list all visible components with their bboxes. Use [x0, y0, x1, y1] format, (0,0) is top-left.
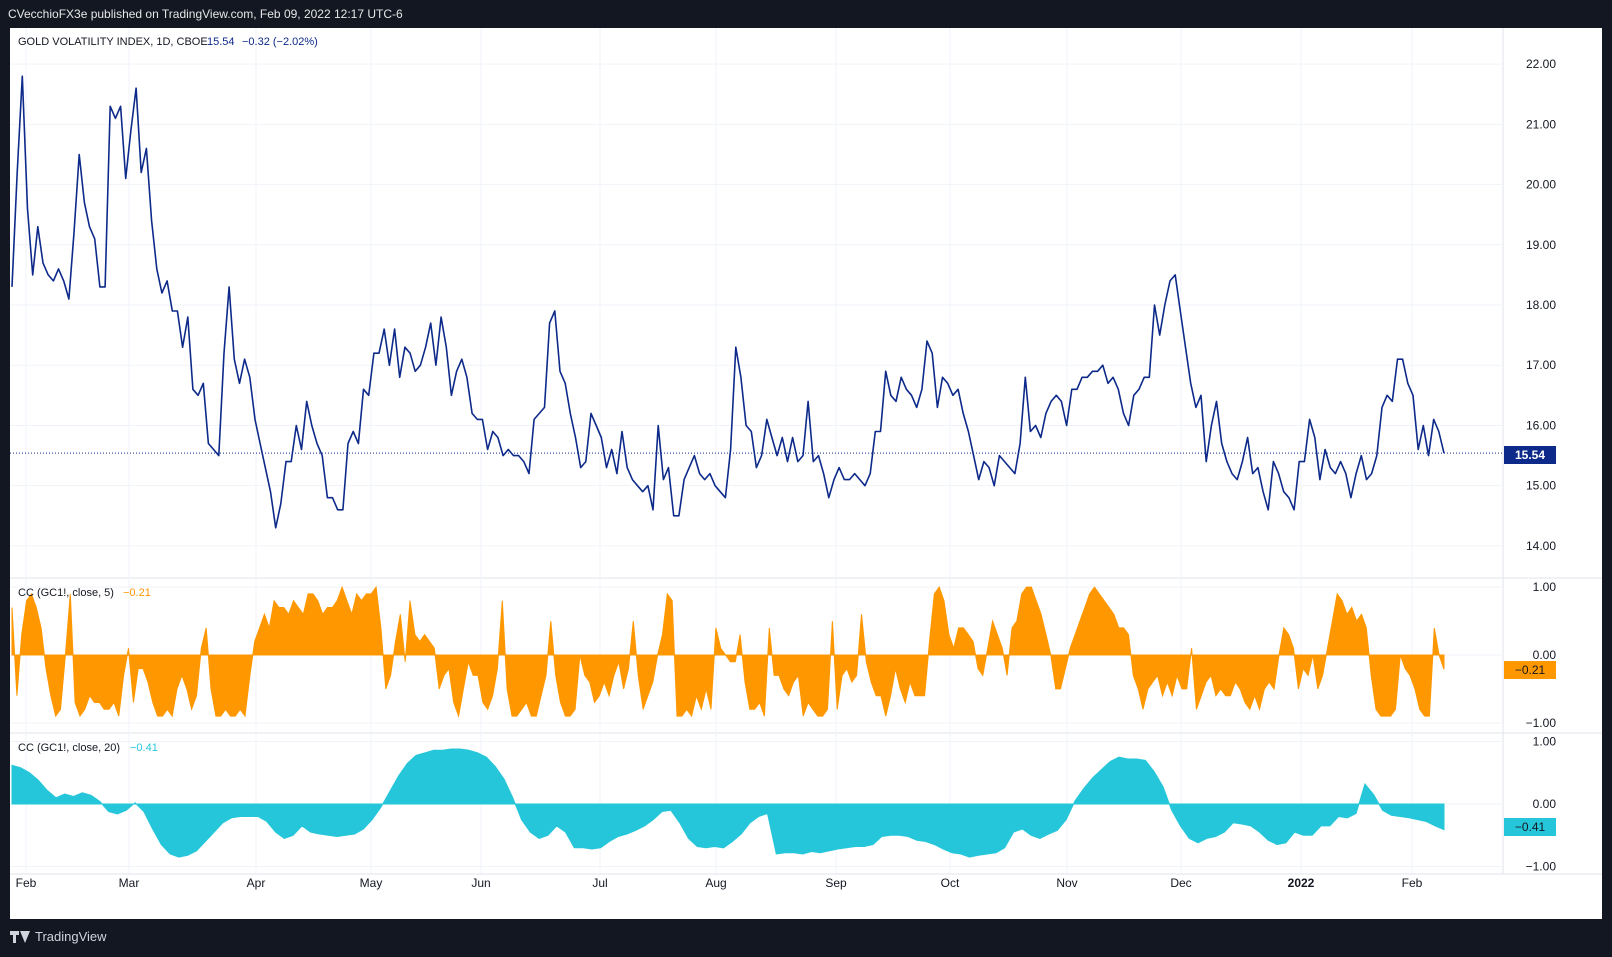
- price-axis[interactable]: 22.00 21.00 20.00 19.00 18.00 17.00 16.00 15.00…: [10, 28, 1602, 875]
- x-tick-label: Nov: [1056, 876, 1077, 890]
- x-tick-label: Mar: [119, 876, 140, 890]
- legend-cc5-last: −0.21: [123, 587, 151, 599]
- x-tick-label: Sep: [825, 876, 847, 890]
- x-tick-label: Oct: [941, 876, 960, 890]
- x-tick-label: Feb: [1402, 876, 1423, 890]
- x-tick-label: Jun: [471, 876, 490, 890]
- y-tick-label: 0.00: [1533, 797, 1557, 811]
- legend-main-last: 15.54: [207, 36, 235, 48]
- footer: TradingView: [0, 919, 1612, 957]
- y-tick-label: 1.00: [1533, 735, 1557, 749]
- cc20-area[interactable]: [11, 748, 1445, 858]
- y-tick-label: 21.00: [1526, 117, 1556, 131]
- y-tick-label: 14.00: [1526, 539, 1556, 553]
- y-tick-label: 16.00: [1526, 418, 1556, 432]
- cc5-last-label: −0.21: [1515, 663, 1546, 677]
- x-tick-label: 2022: [1288, 876, 1315, 890]
- x-tick-label: Dec: [1170, 876, 1191, 890]
- y-tick-label: 20.00: [1526, 178, 1556, 192]
- cc5-last-box: [1504, 661, 1556, 679]
- publish-header: CVecchioFX3e published on TradingView.co…: [0, 0, 1612, 28]
- tradingview-logo-icon: [10, 930, 30, 943]
- y-tick-label: 15.00: [1526, 479, 1556, 493]
- legend-main-change: −0.32 (−2.02%): [242, 36, 318, 48]
- legend-cc20-last: −0.41: [130, 742, 158, 754]
- x-tick-label: Aug: [705, 876, 726, 890]
- x-tick-label: Apr: [247, 876, 266, 890]
- y-tick-label: 22.00: [1526, 57, 1556, 71]
- y-tick-label: −1.00: [1526, 860, 1557, 874]
- y-tick-label: 0.00: [1533, 648, 1557, 662]
- y-tick-label: 1.00: [1533, 580, 1557, 594]
- legend-main-symbol: GOLD VOLATILITY INDEX, 1D, CBOE: [18, 36, 208, 48]
- time-axis[interactable]: Feb Mar Apr May Jun Jul Aug Sep Oct Nov Dec 2022 Feb: [16, 876, 1423, 890]
- y-tick-label: 17.00: [1526, 358, 1556, 372]
- tradingview-brand[interactable]: TradingView: [10, 929, 107, 944]
- last-value-labels: 15.54 −0.21 −0.41: [1504, 446, 1556, 836]
- brand-label: TradingView: [35, 929, 107, 944]
- x-tick-label: Feb: [16, 876, 37, 890]
- x-tick-label: Jul: [592, 876, 607, 890]
- pane-gold-volatility[interactable]: [10, 75, 1502, 529]
- y-tick-label: 18.00: [1526, 298, 1556, 312]
- last-price-label: 15.54: [1515, 448, 1545, 462]
- published-text: CVecchioFX3e published on TradingView.co…: [8, 7, 403, 21]
- grid: [10, 28, 1602, 874]
- cc20-last-box: [1504, 818, 1556, 836]
- y-tick-label: −1.00: [1526, 716, 1557, 730]
- cc5-area[interactable]: [11, 585, 1445, 719]
- last-price-box: [1504, 446, 1556, 464]
- cc20-last-label: −0.41: [1515, 820, 1546, 834]
- pane-cc-20[interactable]: [11, 748, 1445, 858]
- legends: GOLD VOLATILITY INDEX, 1D, CBOE 15.54 −0…: [18, 36, 318, 754]
- chart-frame[interactable]: 22.00 21.00 20.00 19.00 18.00 17.00 16.00 15.00…: [10, 28, 1602, 919]
- chart-canvas[interactable]: 22.00 21.00 20.00 19.00 18.00 17.00 16.00 15.00…: [10, 28, 1602, 919]
- y-tick-label: 19.00: [1526, 238, 1556, 252]
- x-tick-label: May: [360, 876, 383, 890]
- legend-cc20-label: CC (GC1!, close, 20): [18, 742, 120, 754]
- legend-cc5-label: CC (GC1!, close, 5): [18, 587, 114, 599]
- gold-volatility-line[interactable]: [11, 75, 1445, 529]
- pane-cc-5[interactable]: [11, 585, 1445, 719]
